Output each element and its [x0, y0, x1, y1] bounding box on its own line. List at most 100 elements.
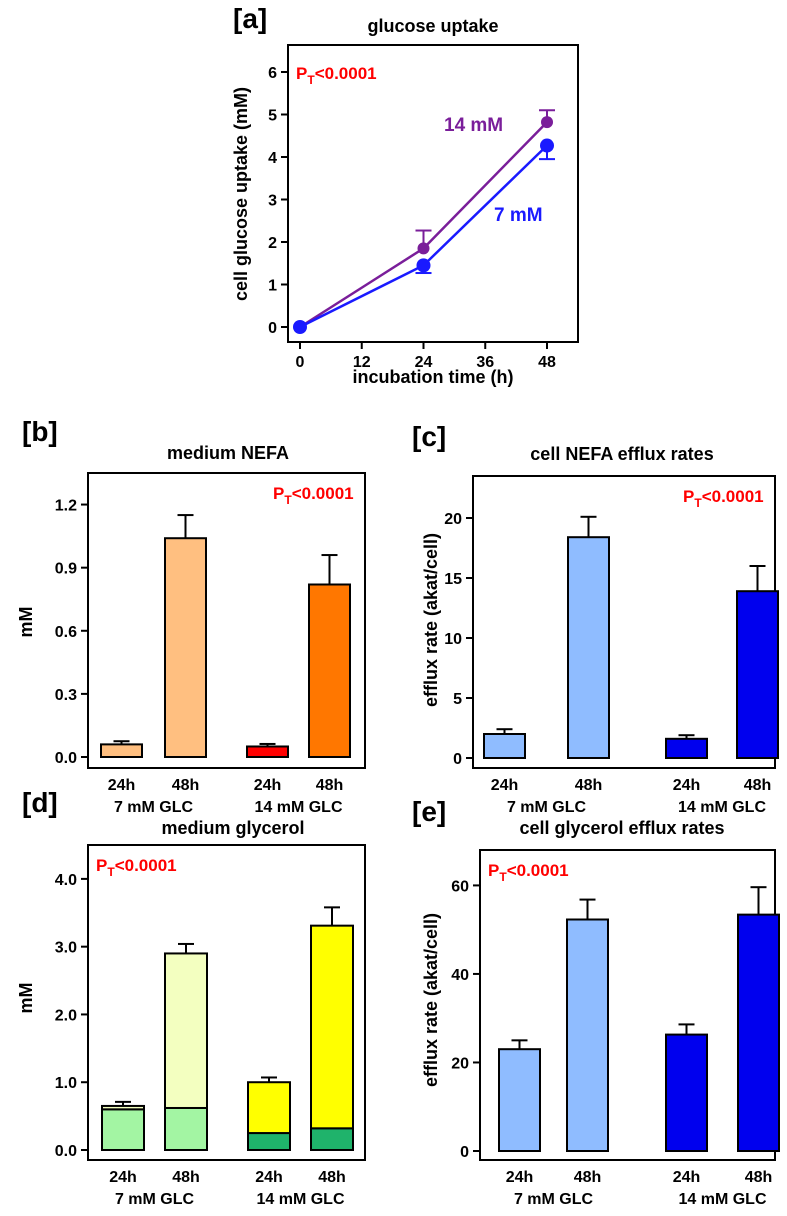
bar-b [246, 745, 289, 759]
p-value-letter: P [96, 856, 107, 875]
group-label-b: 7 mM GLC [114, 799, 194, 816]
category-label-e: 24h [673, 1169, 701, 1186]
bar-c [483, 733, 526, 759]
y-tick-label-a: 4 [268, 150, 277, 167]
category-label-c: 48h [744, 777, 772, 794]
p-value-text: <0.0001 [507, 861, 569, 880]
y-tick-label-b: 0.3 [55, 687, 77, 704]
category-label-b: 24h [108, 777, 136, 794]
y-tick-label-b: 1.2 [55, 498, 77, 515]
bar-b [100, 743, 143, 759]
x-tick-label-a: 0 [296, 354, 305, 371]
category-label-e: 48h [574, 1169, 602, 1186]
category-label-d: 48h [172, 1169, 200, 1186]
y-tick-label-b: 0.0 [55, 750, 77, 767]
group-label-d: 14 mM GLC [256, 1191, 344, 1208]
plot-frame-c [472, 475, 776, 769]
category-label-b: 24h [254, 777, 282, 794]
bar-segment-d [247, 1132, 291, 1151]
p-value-text: <0.0001 [702, 487, 764, 506]
y-tick-label-c: 5 [453, 691, 462, 708]
plot-frame-b [87, 472, 366, 769]
p-value-letter: P [273, 484, 284, 503]
bar-e [737, 913, 780, 1152]
bar-segment-d [247, 1081, 291, 1135]
group-label-e: 7 mM GLC [514, 1191, 594, 1208]
chart-title-a: glucose uptake [367, 16, 498, 36]
y-axis-label-d: mM [16, 983, 36, 1014]
data-point-a [540, 138, 554, 153]
category-label-d: 24h [109, 1169, 137, 1186]
category-label-d: 48h [318, 1169, 346, 1186]
bar-segment-d [164, 1106, 208, 1152]
data-point-a [417, 242, 430, 255]
y-tick-label-d: 0.0 [55, 1143, 77, 1160]
bar-segment-d [310, 924, 354, 1130]
y-tick-label-e: 0 [460, 1144, 469, 1161]
y-tick-label-a: 6 [268, 65, 277, 82]
data-point-a [293, 320, 307, 334]
category-label-b: 48h [172, 777, 200, 794]
y-tick-label-e: 60 [451, 878, 469, 895]
p-value-subscript: T [694, 496, 702, 510]
bar-e [665, 1033, 708, 1153]
p-value-subscript: T [107, 865, 115, 879]
group-label-d: 7 mM GLC [115, 1191, 195, 1208]
panel-label-e: [e] [412, 796, 446, 827]
p-value-text: <0.0001 [292, 484, 354, 503]
bar-c [567, 536, 610, 760]
y-tick-label-d: 3.0 [55, 940, 77, 957]
panel-label-c: [c] [412, 421, 446, 452]
data-point-a [541, 116, 553, 129]
p-value-subscript: T [307, 73, 315, 87]
p-value-c: PT<0.0001 [683, 487, 764, 510]
y-tick-label-b: 0.9 [55, 561, 77, 578]
bar-c [665, 737, 708, 759]
y-tick-label-d: 4.0 [55, 872, 77, 889]
y-tick-label-a: 1 [268, 278, 277, 295]
p-value-d: PT<0.0001 [96, 856, 177, 879]
bar-c [736, 590, 779, 760]
chart-title-d: medium glycerol [161, 818, 304, 838]
group-label-c: 14 mM GLC [678, 799, 766, 816]
y-tick-label-c: 10 [444, 631, 462, 648]
category-label-d: 24h [255, 1169, 283, 1186]
p-value-letter: P [488, 861, 499, 880]
bar-segment-d [101, 1104, 145, 1111]
x-axis-label-a: incubation time (h) [353, 367, 514, 387]
x-tick-label-a: 48 [538, 354, 556, 371]
group-label-b: 14 mM GLC [254, 799, 342, 816]
y-axis-label-a: cell glucose uptake (mM) [231, 87, 251, 301]
y-tick-label-a: 2 [268, 235, 277, 252]
y-tick-label-e: 40 [451, 967, 469, 984]
group-label-e: 14 mM GLC [678, 1191, 766, 1208]
category-label-b: 48h [316, 777, 344, 794]
p-value-letter: P [296, 64, 307, 83]
p-value-subscript: T [499, 870, 507, 884]
y-tick-label-c: 0 [453, 751, 462, 768]
plot-frame-a [287, 44, 579, 343]
chart-title-c: cell NEFA efflux rates [530, 444, 713, 464]
chart-title-e: cell glycerol efflux rates [519, 818, 724, 838]
y-axis-label-b: mM [16, 607, 36, 638]
p-value-subscript: T [284, 493, 292, 507]
y-axis-label-c: efflux rate (akat/cell) [421, 533, 441, 707]
y-tick-label-b: 0.6 [55, 624, 77, 641]
y-tick-label-e: 20 [451, 1055, 469, 1072]
y-tick-label-a: 5 [268, 108, 277, 125]
category-label-e: 24h [506, 1169, 534, 1186]
panel-label-d: [d] [22, 787, 58, 818]
x-tick-label-a: 24 [415, 354, 433, 371]
series-label-7mM: 7 mM [494, 205, 543, 226]
y-tick-label-c: 15 [444, 571, 462, 588]
y-axis-label-e: efflux rate (akat/cell) [421, 913, 441, 1087]
p-value-e: PT<0.0001 [488, 861, 569, 884]
plot-frame-d [87, 844, 366, 1161]
y-tick-label-c: 20 [444, 511, 462, 528]
data-point-a [416, 258, 431, 273]
category-label-e: 48h [745, 1169, 773, 1186]
bar-e [498, 1048, 541, 1152]
bar-segment-d [164, 952, 208, 1109]
category-label-c: 48h [575, 777, 603, 794]
